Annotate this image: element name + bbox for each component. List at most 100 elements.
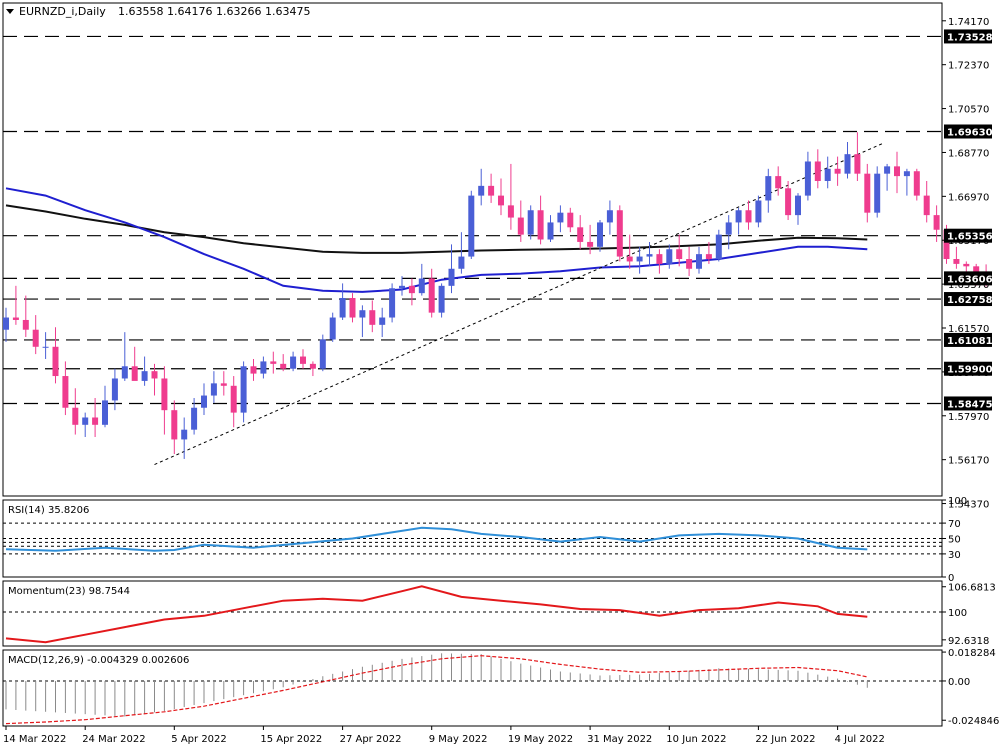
candle-body (834, 168, 841, 174)
candle-body (389, 288, 396, 318)
candle-body (557, 212, 564, 223)
level-label: 1.59900 (947, 365, 993, 376)
rsi-line (5, 526, 868, 552)
candle-body (527, 210, 534, 235)
macd-panel[interactable]: MACD(12,26,9) -0.004329 0.002606 0.018284… (3, 648, 999, 727)
candle-body (359, 310, 366, 318)
candle-body (626, 256, 633, 262)
level-label-box (944, 271, 992, 286)
candle-body (300, 356, 306, 364)
macd-tick-label: 0.018284 (948, 648, 996, 659)
price-tick-label: 1.63370 (948, 280, 989, 291)
level-label-box (944, 396, 992, 411)
candle-body (3, 317, 9, 330)
momentum-panel[interactable]: Momentum(23) 98.7544 106.6813 100 92.6318 (3, 583, 996, 647)
rsi-label: RSI(14) 35.8206 (8, 505, 89, 516)
candle-body (587, 241, 594, 247)
candle-body (973, 266, 980, 274)
candle-body (12, 317, 19, 320)
time-tick-label: 5 Apr 2022 (171, 734, 226, 745)
time-axis: 14 Mar 2022 24 Mar 2022 5 Apr 2022 15 Apr 2… (3, 726, 885, 745)
candle-body (824, 168, 831, 181)
candle-body (339, 298, 346, 318)
candle-body (943, 229, 950, 260)
time-tick-label: 14 Mar 2022 (3, 734, 66, 745)
macd-tick-label: 0.00 (948, 677, 970, 688)
time-tick-label: 22 Jun 2022 (755, 734, 815, 745)
candle-body (62, 376, 69, 408)
momentum-tick-label: 92.6318 (948, 636, 989, 647)
chevron-down-icon[interactable] (6, 9, 14, 14)
candle-body (399, 285, 405, 289)
price-tick-label: 1.57970 (948, 412, 989, 423)
candle-body (290, 356, 297, 369)
candle-body (309, 363, 316, 369)
candle-body (32, 329, 39, 347)
level-label: 1.73528 (947, 32, 993, 43)
candle-body (646, 254, 653, 257)
price-tick-label: 1.61570 (948, 324, 989, 335)
ma-slow-line (5, 204, 868, 254)
ma-fast-line (5, 187, 868, 293)
symbol-timeframe: EURNZD_i,Daily (19, 5, 106, 18)
chart-header: EURNZD_i,Daily 1.63558 1.64176 1.63266 1… (6, 5, 310, 18)
macd-panel-frame (2, 649, 943, 727)
price-panel[interactable] (3, 35, 990, 466)
candle-body (864, 173, 871, 213)
level-label-box (944, 228, 992, 243)
candle-body (884, 166, 891, 174)
rsi-panel[interactable]: RSI(14) 35.8206 100 70 50 30 0 (3, 496, 967, 584)
candle-body (141, 371, 148, 381)
price-tick-label: 1.66970 (948, 192, 989, 203)
candle-body (22, 319, 29, 330)
candle-body (102, 400, 108, 425)
candle-body (597, 222, 603, 247)
price-tick-label: 1.74170 (948, 17, 989, 28)
candle-body (765, 176, 772, 201)
candle-body (131, 366, 138, 381)
ascending-trendline (154, 143, 883, 466)
candle-body (369, 310, 376, 325)
candle-body (854, 154, 861, 174)
candle-body (448, 268, 455, 286)
price-levels (3, 35, 942, 405)
candle-body (795, 195, 801, 216)
price-tick-label: 1.54370 (948, 500, 989, 511)
candle-body (933, 215, 940, 230)
candle-body (72, 407, 79, 425)
candle-body (636, 256, 643, 262)
trendline (154, 143, 883, 466)
candle-body (240, 366, 247, 413)
level-labels: 1.73528 1.69630 1.65356 1.63606 1.62758 1.610… (944, 29, 993, 411)
moving-average-lines (5, 187, 868, 293)
macd-label: MACD(12,26,9) -0.004329 0.002606 (8, 655, 189, 666)
candle-body (705, 254, 712, 260)
candle-body (785, 188, 792, 216)
level-label: 1.62758 (947, 295, 993, 306)
macd-tick-label: -0.024846 (948, 716, 999, 727)
level-label: 1.58475 (947, 399, 993, 410)
candle-body (537, 210, 544, 240)
candle-body (82, 417, 89, 425)
price-tick-label: 1.72370 (948, 61, 989, 72)
ohlc-values: 1.63558 1.64176 1.63266 1.63475 (118, 5, 310, 18)
momentum-label: Momentum(23) 98.7544 (8, 586, 130, 597)
candle-body (953, 259, 960, 264)
candle-body (260, 361, 267, 374)
candle-body (151, 371, 158, 379)
level-label: 1.69630 (947, 127, 993, 138)
candle-body (507, 205, 514, 218)
rsi-tick-label: 70 (948, 519, 961, 530)
momentum-tick-label: 100 (948, 608, 967, 619)
candle-body (775, 176, 782, 189)
time-tick-label: 24 Mar 2022 (82, 734, 145, 745)
candle-body (547, 222, 554, 240)
candle-body (42, 346, 49, 348)
candle-body (844, 154, 851, 174)
candle-body (408, 285, 415, 294)
candle-body (804, 161, 811, 196)
candle-body (686, 259, 693, 269)
level-label: 1.63606 (947, 274, 993, 285)
time-tick-label: 31 May 2022 (587, 734, 652, 745)
candle-body (606, 210, 613, 223)
